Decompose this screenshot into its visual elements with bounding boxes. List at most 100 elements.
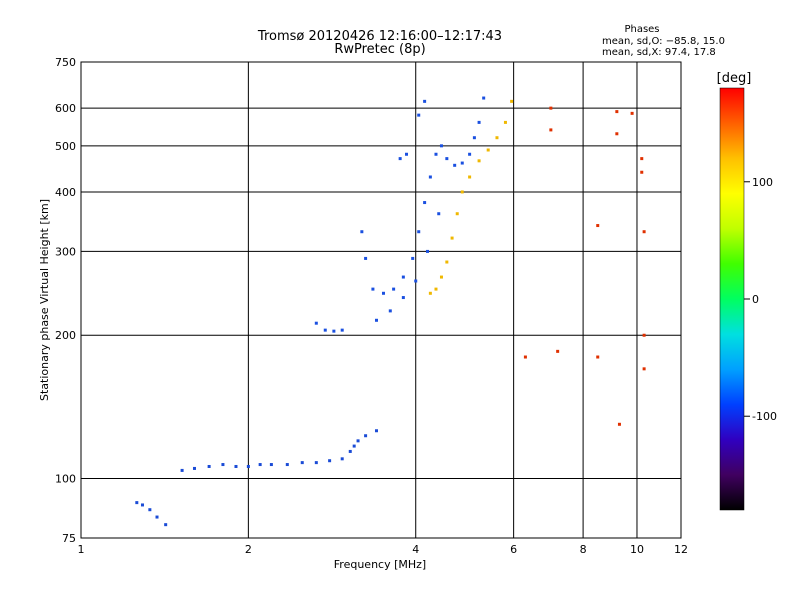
x-tick-label: 1 [78, 543, 85, 556]
data-point [332, 329, 336, 333]
data-point [221, 463, 225, 467]
data-point [428, 175, 432, 179]
data-point [428, 291, 432, 295]
x-tick-label: 12 [674, 543, 688, 556]
phases-line2: mean, sd,X: 97.4, 17.8 [602, 47, 716, 58]
data-point [405, 152, 409, 156]
x-tick-labels: 1 2 4 6 8 10 12 [78, 543, 689, 556]
data-point [285, 463, 289, 467]
data-point [135, 501, 139, 505]
data-point [453, 163, 457, 167]
data-point [426, 249, 430, 253]
data-point [503, 120, 507, 124]
data-point [246, 464, 250, 468]
data-point [164, 523, 168, 527]
data-point [549, 128, 553, 132]
data-point [510, 99, 514, 103]
data-point [437, 212, 441, 216]
colorbar-tick-label: -100 [752, 410, 777, 423]
data-point [328, 459, 332, 463]
data-point [417, 230, 421, 234]
data-point [300, 461, 304, 465]
data-point [468, 152, 472, 156]
data-point [364, 434, 368, 438]
data-point [439, 275, 443, 279]
data-point [180, 468, 184, 472]
x-tick-label: 4 [412, 543, 419, 556]
data-points [135, 96, 646, 527]
data-point [596, 355, 600, 359]
data-point [477, 159, 481, 163]
data-point [360, 230, 364, 234]
data-point [388, 309, 392, 313]
data-point [392, 287, 396, 291]
data-point [642, 333, 646, 337]
data-point [340, 457, 344, 461]
chart-title: Tromsø 20120426 12:16:00–12:17:43 [257, 29, 502, 44]
data-point [434, 287, 438, 291]
data-point [472, 136, 476, 140]
y-tick-label: 750 [55, 56, 76, 69]
y-tick-label: 75 [62, 532, 76, 545]
data-point [398, 157, 402, 161]
data-point [617, 422, 621, 426]
data-point [314, 321, 318, 325]
data-point [630, 111, 634, 115]
data-point [445, 157, 449, 161]
colorbar-tick-label: 100 [752, 176, 773, 189]
data-point [423, 201, 427, 205]
x-tick-label: 2 [245, 543, 252, 556]
data-point [401, 296, 405, 300]
data-point [140, 503, 144, 507]
data-point [374, 429, 378, 433]
data-point [401, 275, 405, 279]
colorbar-label: [deg] [717, 71, 752, 86]
y-tick-label: 400 [55, 186, 76, 199]
data-point [495, 136, 499, 140]
data-point [352, 444, 356, 448]
data-point [423, 99, 427, 103]
data-point [439, 144, 443, 148]
data-point [556, 349, 560, 353]
data-point [450, 236, 454, 240]
data-point [477, 120, 481, 124]
data-point [640, 157, 644, 161]
data-point [642, 367, 646, 371]
phases-line1: mean, sd,O: −85.8, 15.0 [602, 36, 725, 47]
x-tick-label: 10 [630, 543, 644, 556]
data-point [269, 463, 273, 467]
data-point [381, 291, 385, 295]
data-point [615, 110, 619, 114]
data-point [615, 132, 619, 136]
data-point [642, 230, 646, 234]
data-point [148, 508, 152, 512]
data-point [314, 461, 318, 465]
data-point [468, 175, 472, 179]
x-tick-label: 6 [510, 543, 517, 556]
data-point [640, 170, 644, 174]
y-axis-label: Stationary phase Virtual Height [km] [38, 199, 51, 401]
y-tick-label: 500 [55, 140, 76, 153]
data-point [414, 279, 418, 283]
data-point [486, 148, 490, 152]
y-tick-label: 600 [55, 102, 76, 115]
grid-lines [81, 62, 681, 538]
y-tick-label: 300 [55, 245, 76, 258]
data-point [192, 466, 196, 470]
data-point [340, 328, 344, 332]
data-point [374, 318, 378, 322]
plot-frame [80, 61, 682, 539]
colorbar-tick-label: 0 [752, 293, 759, 306]
chart-subtitle: RwPretec (8p) [334, 42, 425, 57]
data-point [207, 464, 211, 468]
data-point [455, 212, 459, 216]
phases-title: Phases [624, 24, 659, 35]
colorbar [719, 87, 745, 511]
x-axis-label: Frequency [MHz] [334, 558, 426, 571]
data-point [258, 463, 262, 467]
data-point [411, 256, 415, 260]
data-point [445, 260, 449, 264]
y-tick-label: 200 [55, 329, 76, 342]
colorbar-ticks: 100 0 -100 [744, 176, 777, 423]
